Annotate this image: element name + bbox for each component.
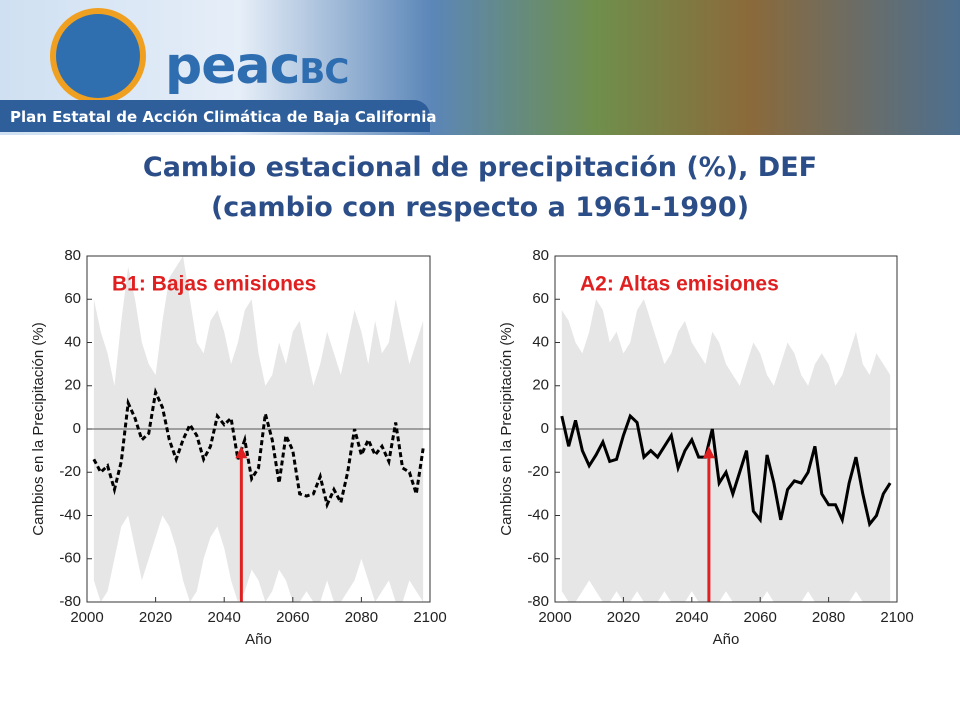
arrow-head [702,446,715,459]
y-tick-label: 0 [73,420,81,437]
chart-annotation: A2: Altas emisiones [580,273,779,296]
x-axis-label: Año [245,631,272,648]
x-tick-label: 2020 [607,609,640,626]
title-line: (cambio con respecto a 1961-1990) [210,192,750,223]
y-tick-label: -60 [59,550,81,567]
chart-annotation: B1: Bajas emisiones [112,273,316,296]
plot-frame [554,255,898,603]
x-tick-label: 2040 [208,609,241,626]
x-tick-label: 2040 [675,609,708,626]
y-tick-label: 60 [64,290,81,307]
title-line: Cambio estacional de precipitación (%), … [142,152,818,183]
y-tick-label: 40 [532,333,549,350]
y-tick-label: -60 [527,550,549,567]
y-tick-label: -40 [527,506,549,523]
data-line [560,413,892,528]
x-tick-label: 2000 [70,609,103,626]
logo-icon [50,8,146,104]
y-tick-label: -80 [527,593,549,610]
x-axis-label: Año [713,631,740,648]
y-tick-label: 20 [532,377,549,394]
banner: peacBC Plan Estatal de Acción Climática … [0,0,960,135]
y-axis-label: Cambios en la Precipitación (%) [498,322,515,535]
arrow-head [235,446,248,459]
banner-bar [0,100,430,132]
y-tick-label: 80 [532,247,549,264]
y-tick-label: -40 [59,506,81,523]
x-tick-label: 2100 [413,609,446,626]
x-tick-label: 2060 [276,609,309,626]
data-line [92,387,425,510]
plot-frame [86,255,431,603]
x-tick-label: 2080 [812,609,845,626]
slide-title: Cambio estacional de precipitación (%), … [0,148,960,228]
y-tick-label: -20 [59,463,81,480]
x-tick-label: 2060 [744,609,777,626]
y-tick-label: 60 [532,290,549,307]
logo-name: peac [165,36,300,96]
y-tick-label: 40 [64,333,81,350]
y-tick-label: -20 [527,463,549,480]
banner-subtitle: Plan Estatal de Acción Climática de Baja… [10,108,437,126]
logo-text: peacBC [165,36,349,96]
y-tick-label: -80 [59,593,81,610]
x-tick-label: 2100 [880,609,913,626]
x-tick-label: 2000 [538,609,571,626]
x-tick-label: 2080 [345,609,378,626]
y-tick-label: 0 [541,420,549,437]
logo-suffix: BC [299,52,349,92]
range-band [561,299,891,602]
y-axis-label: Cambios en la Precipitación (%) [30,322,47,535]
y-tick-label: 20 [64,377,81,394]
x-tick-label: 2020 [139,609,172,626]
y-tick-label: 80 [64,247,81,264]
